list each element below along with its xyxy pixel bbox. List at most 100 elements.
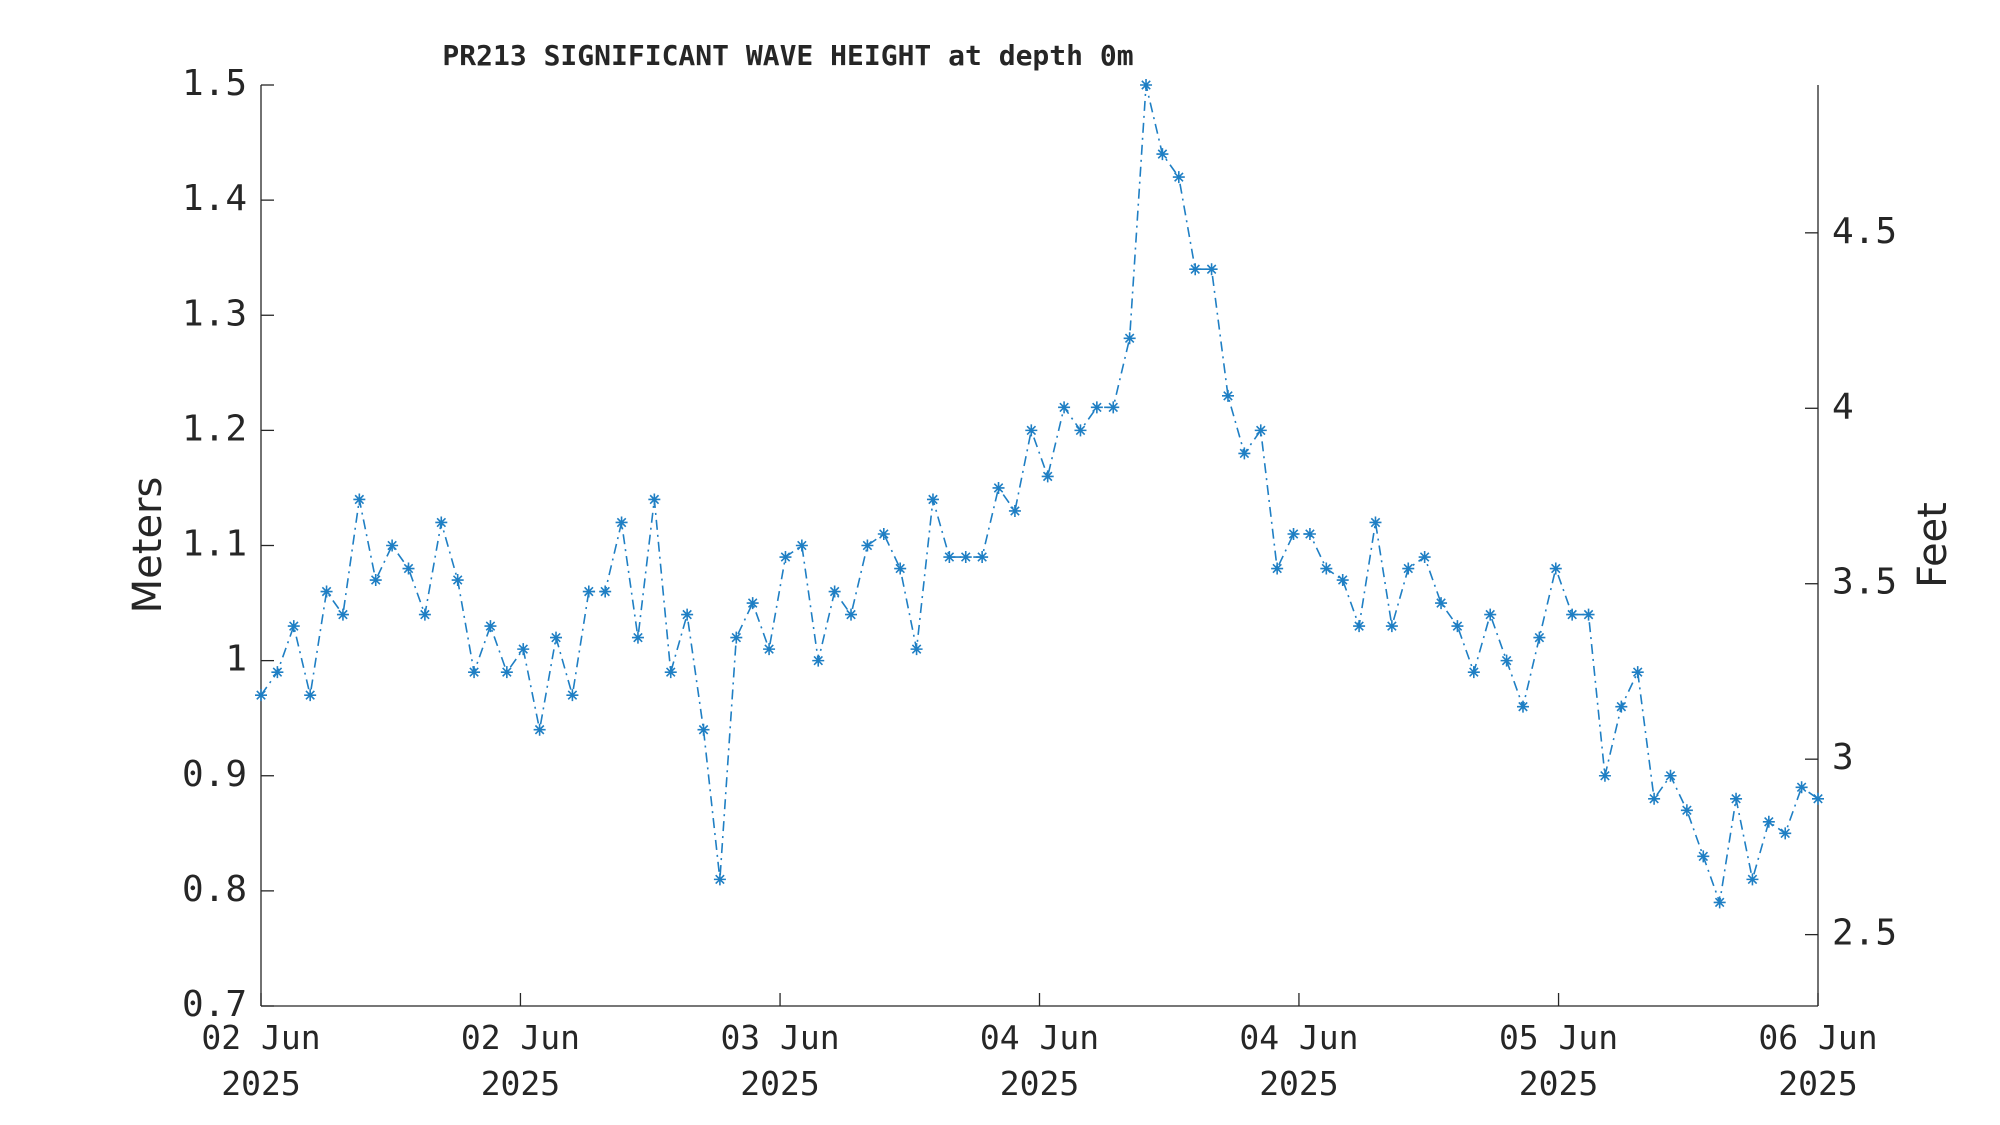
marker bbox=[386, 539, 399, 552]
marker bbox=[664, 666, 677, 679]
marker bbox=[1566, 608, 1579, 621]
marker bbox=[402, 562, 415, 575]
marker bbox=[1762, 815, 1775, 828]
marker bbox=[1221, 389, 1234, 402]
marker bbox=[1008, 504, 1021, 517]
marker bbox=[468, 666, 481, 679]
marker bbox=[992, 481, 1005, 494]
marker bbox=[877, 527, 890, 540]
y-tick-label: 1 bbox=[225, 639, 247, 680]
marker bbox=[713, 873, 726, 886]
marker bbox=[681, 608, 694, 621]
y2-tick-label: 2.5 bbox=[1832, 913, 1897, 954]
marker bbox=[287, 620, 300, 633]
marker bbox=[336, 608, 349, 621]
marker bbox=[1779, 827, 1792, 840]
y-tick-label: 1.4 bbox=[182, 178, 247, 219]
marker bbox=[255, 689, 267, 702]
marker bbox=[1582, 608, 1595, 621]
marker bbox=[1467, 666, 1480, 679]
marker bbox=[418, 608, 431, 621]
marker bbox=[1205, 263, 1218, 276]
marker bbox=[582, 585, 595, 598]
marker bbox=[599, 585, 612, 598]
y-tick-label: 1.2 bbox=[182, 408, 247, 449]
marker bbox=[1713, 896, 1726, 909]
marker bbox=[1123, 332, 1136, 345]
marker bbox=[845, 608, 858, 621]
marker bbox=[1303, 527, 1316, 540]
y2-tick-label: 4.5 bbox=[1832, 211, 1897, 252]
marker bbox=[435, 516, 448, 529]
marker bbox=[1385, 620, 1398, 633]
marker bbox=[320, 585, 333, 598]
marker bbox=[697, 723, 710, 736]
x-tick-label: 04 Jun 2025 bbox=[979, 1018, 1100, 1103]
marker bbox=[1418, 551, 1431, 564]
marker bbox=[1336, 574, 1349, 587]
marker bbox=[369, 574, 382, 587]
marker bbox=[1041, 470, 1054, 483]
marker bbox=[1090, 401, 1103, 414]
marker bbox=[1795, 781, 1808, 794]
marker bbox=[517, 643, 530, 656]
y-tick-label: 1.3 bbox=[182, 293, 247, 334]
marker bbox=[943, 551, 956, 564]
marker bbox=[812, 654, 825, 667]
marker bbox=[353, 493, 366, 506]
marker bbox=[910, 643, 923, 656]
x-tick-label: 03 Jun 2025 bbox=[720, 1018, 840, 1103]
marker bbox=[1025, 424, 1038, 437]
marker bbox=[1730, 792, 1743, 805]
y2-axis-label: Feet bbox=[1910, 502, 1956, 588]
marker bbox=[1648, 792, 1661, 805]
marker bbox=[451, 574, 464, 587]
marker bbox=[484, 620, 497, 633]
marker bbox=[1353, 620, 1366, 633]
marker bbox=[1549, 562, 1562, 575]
marker bbox=[1484, 608, 1497, 621]
marker bbox=[1516, 700, 1529, 713]
marker bbox=[533, 723, 546, 736]
marker bbox=[1107, 401, 1120, 414]
x-tick-label: 05 Jun 2025 bbox=[1498, 1018, 1619, 1103]
marker bbox=[500, 666, 513, 679]
marker bbox=[763, 643, 776, 656]
marker bbox=[894, 562, 907, 575]
marker bbox=[730, 631, 743, 644]
x-tick-label: 06 Jun 2025 bbox=[1758, 1018, 1878, 1103]
y-tick-label: 1.1 bbox=[182, 524, 247, 565]
marker bbox=[1074, 424, 1087, 437]
y-tick-label: 1.5 bbox=[182, 63, 247, 104]
y2-tick-label: 4 bbox=[1832, 386, 1854, 427]
marker bbox=[1451, 620, 1464, 633]
marker bbox=[550, 631, 563, 644]
marker bbox=[1369, 516, 1382, 529]
marker bbox=[795, 539, 808, 552]
marker bbox=[1238, 447, 1251, 460]
marker bbox=[1140, 79, 1153, 91]
marker bbox=[1812, 792, 1824, 805]
marker bbox=[1156, 148, 1169, 161]
marker bbox=[1189, 263, 1202, 276]
marker bbox=[779, 551, 792, 564]
marker bbox=[1435, 597, 1448, 610]
x-tick-label: 04 Jun 2025 bbox=[1239, 1018, 1359, 1103]
y2-tick-label: 3 bbox=[1832, 737, 1854, 778]
marker bbox=[861, 539, 874, 552]
marker bbox=[1615, 700, 1628, 713]
marker bbox=[615, 516, 628, 529]
marker bbox=[648, 493, 661, 506]
series-line bbox=[260, 84, 1819, 903]
marker bbox=[959, 551, 972, 564]
marker bbox=[1058, 401, 1071, 414]
marker bbox=[1254, 424, 1267, 437]
y-tick-label: 0.9 bbox=[182, 754, 247, 795]
y-tick-label: 0.8 bbox=[182, 869, 247, 910]
marker bbox=[1287, 527, 1300, 540]
marker bbox=[631, 631, 644, 644]
marker bbox=[1320, 562, 1333, 575]
chart-title: PR213 SIGNIFICANT WAVE HEIGHT at depth 0… bbox=[442, 39, 1133, 72]
marker bbox=[271, 666, 284, 679]
